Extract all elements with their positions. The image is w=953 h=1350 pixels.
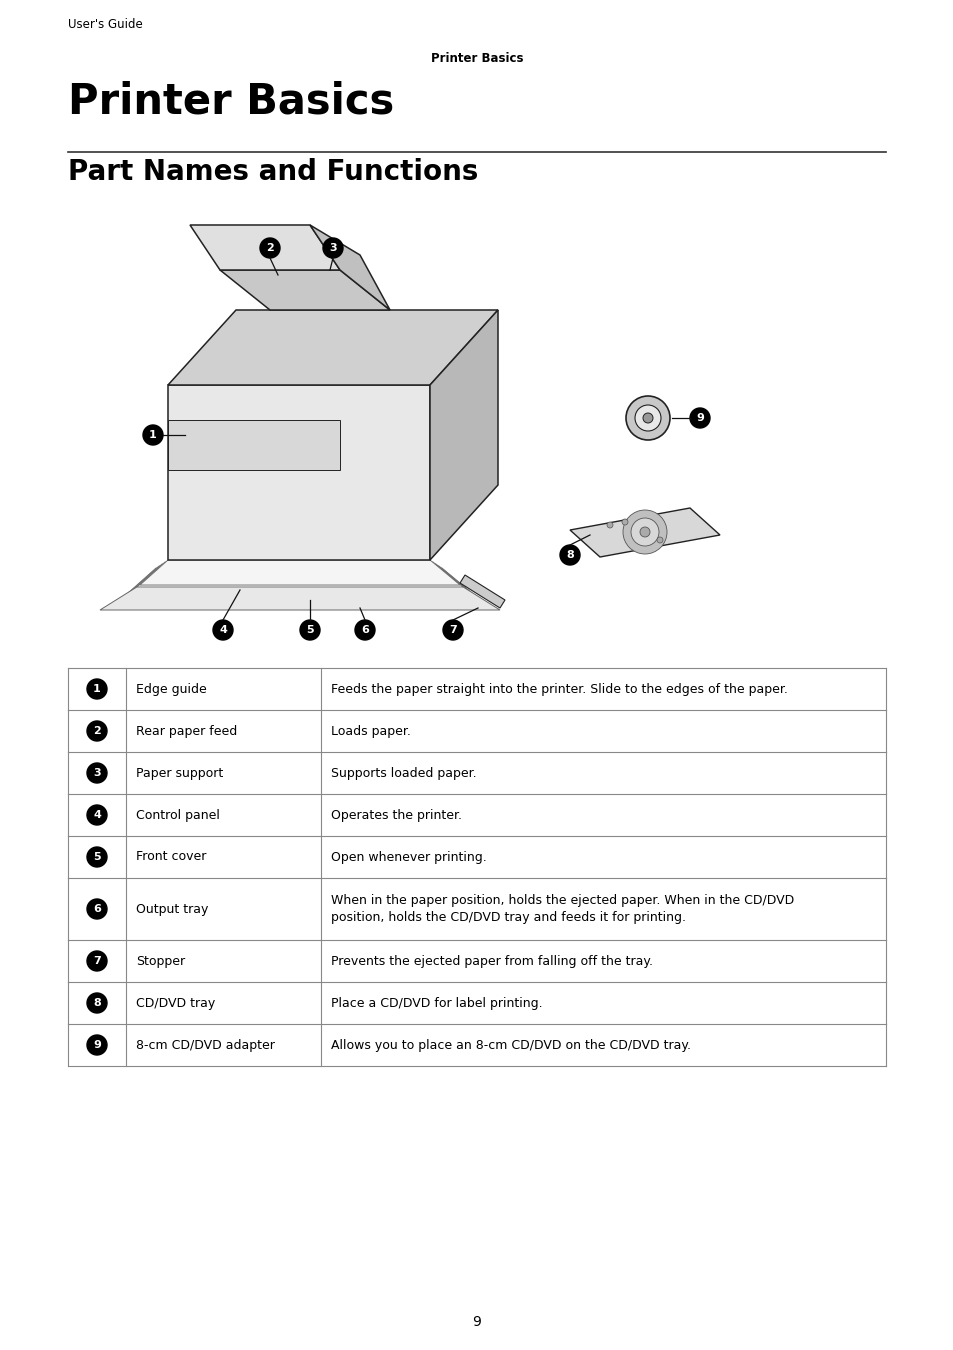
Text: 3: 3 [329, 243, 336, 252]
Text: When in the paper position, holds the ejected paper. When in the CD/DVD: When in the paper position, holds the ej… [331, 894, 794, 907]
Text: Prevents the ejected paper from falling off the tray.: Prevents the ejected paper from falling … [331, 954, 652, 968]
Polygon shape [128, 568, 472, 593]
Polygon shape [168, 420, 339, 470]
Text: 9: 9 [93, 1040, 101, 1050]
Text: Place a CD/DVD for label printing.: Place a CD/DVD for label printing. [331, 996, 542, 1010]
Polygon shape [220, 270, 390, 310]
Circle shape [87, 1035, 107, 1054]
Polygon shape [310, 225, 390, 310]
Circle shape [87, 994, 107, 1012]
Polygon shape [100, 585, 499, 610]
Text: 5: 5 [93, 852, 101, 863]
Text: Printer Basics: Printer Basics [431, 53, 522, 65]
Circle shape [355, 620, 375, 640]
Polygon shape [459, 575, 504, 608]
Text: 7: 7 [449, 625, 456, 634]
Circle shape [87, 679, 107, 699]
Text: 3: 3 [93, 768, 101, 778]
Text: Supports loaded paper.: Supports loaded paper. [331, 767, 476, 779]
Circle shape [87, 899, 107, 919]
Text: Open whenever printing.: Open whenever printing. [331, 850, 486, 864]
Circle shape [143, 425, 163, 446]
Circle shape [87, 805, 107, 825]
Text: 1: 1 [149, 431, 156, 440]
Text: 8: 8 [93, 998, 101, 1008]
Circle shape [559, 545, 579, 566]
Text: 4: 4 [93, 810, 101, 819]
Text: Printer Basics: Printer Basics [68, 80, 394, 122]
Circle shape [442, 620, 462, 640]
Polygon shape [430, 310, 497, 560]
Circle shape [260, 238, 280, 258]
Text: 9: 9 [472, 1315, 481, 1328]
Text: Control panel: Control panel [136, 809, 219, 822]
Circle shape [630, 518, 659, 545]
Text: Part Names and Functions: Part Names and Functions [68, 158, 477, 186]
Circle shape [639, 526, 649, 537]
Text: position, holds the CD/DVD tray and feeds it for printing.: position, holds the CD/DVD tray and feed… [331, 911, 685, 923]
Text: 6: 6 [93, 904, 101, 914]
Text: 6: 6 [360, 625, 369, 634]
Circle shape [87, 950, 107, 971]
Circle shape [689, 408, 709, 428]
Circle shape [213, 620, 233, 640]
Text: Allows you to place an 8-cm CD/DVD on the CD/DVD tray.: Allows you to place an 8-cm CD/DVD on th… [331, 1038, 690, 1052]
Circle shape [642, 413, 652, 423]
Circle shape [625, 396, 669, 440]
Text: Rear paper feed: Rear paper feed [136, 725, 237, 737]
Text: 5: 5 [306, 625, 314, 634]
Text: Stopper: Stopper [136, 954, 185, 968]
Text: Front cover: Front cover [136, 850, 206, 864]
Polygon shape [190, 225, 339, 270]
Polygon shape [140, 560, 459, 585]
Circle shape [622, 510, 666, 554]
Text: 2: 2 [266, 243, 274, 252]
Polygon shape [569, 508, 720, 558]
Circle shape [657, 537, 662, 543]
Polygon shape [137, 562, 462, 587]
Polygon shape [168, 310, 497, 385]
Circle shape [87, 763, 107, 783]
Text: Operates the printer.: Operates the printer. [331, 809, 461, 822]
Text: Paper support: Paper support [136, 767, 223, 779]
Polygon shape [168, 385, 430, 560]
Text: 8-cm CD/DVD adapter: 8-cm CD/DVD adapter [136, 1038, 274, 1052]
Text: Loads paper.: Loads paper. [331, 725, 411, 737]
Text: User's Guide: User's Guide [68, 18, 143, 31]
Text: 9: 9 [696, 413, 703, 423]
Circle shape [606, 522, 613, 528]
Text: Edge guide: Edge guide [136, 683, 207, 695]
Text: 2: 2 [93, 726, 101, 736]
Circle shape [87, 846, 107, 867]
Text: 7: 7 [93, 956, 101, 967]
Polygon shape [133, 564, 465, 589]
Circle shape [299, 620, 319, 640]
Text: 8: 8 [565, 549, 574, 560]
Text: CD/DVD tray: CD/DVD tray [136, 996, 215, 1010]
Circle shape [635, 405, 660, 431]
Circle shape [621, 518, 627, 525]
Text: 1: 1 [93, 684, 101, 694]
Text: Feeds the paper straight into the printer. Slide to the edges of the paper.: Feeds the paper straight into the printe… [331, 683, 787, 695]
Text: Output tray: Output tray [136, 903, 208, 915]
Circle shape [87, 721, 107, 741]
Circle shape [323, 238, 343, 258]
Text: 4: 4 [219, 625, 227, 634]
Polygon shape [131, 566, 469, 591]
